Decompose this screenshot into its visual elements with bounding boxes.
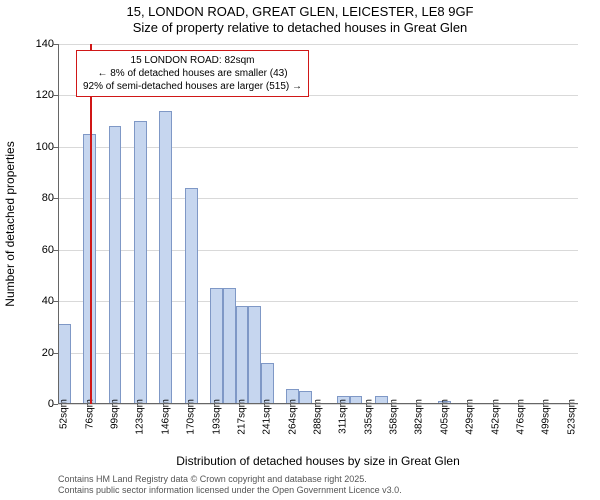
x-axis-title: Distribution of detached houses by size …	[58, 454, 578, 468]
y-axis-line	[58, 44, 59, 404]
y-tick-mark	[53, 404, 58, 405]
callout-line-2: ← 8% of detached houses are smaller (43)	[83, 67, 302, 80]
histogram-bar	[248, 306, 261, 404]
chart-subtitle: Size of property relative to detached ho…	[0, 20, 600, 36]
x-axis-line	[58, 403, 578, 404]
y-tick-label: 120	[24, 89, 54, 101]
histogram-bar	[159, 111, 172, 404]
x-tick-label: 170sqm	[186, 399, 197, 435]
x-tick-label: 358sqm	[389, 399, 400, 435]
histogram-bar	[134, 121, 147, 404]
callout-line-1: 15 LONDON ROAD: 82sqm	[83, 54, 302, 67]
histogram-bar	[58, 324, 71, 404]
x-tick-label: 123sqm	[135, 399, 146, 435]
footer-line-2: Contains public sector information licen…	[58, 485, 402, 496]
x-tick-label: 146sqm	[160, 399, 171, 435]
plot-area: 020406080100120140 52sqm76sqm99sqm123sqm…	[58, 44, 578, 404]
x-tick-label: 429sqm	[465, 399, 476, 435]
x-tick-label: 452sqm	[490, 399, 501, 435]
x-tick-label: 217sqm	[236, 399, 247, 435]
y-tick-label: 100	[24, 141, 54, 153]
marker-line	[90, 44, 92, 404]
histogram-bar	[223, 288, 236, 404]
gridline	[58, 44, 578, 45]
x-tick-label: 523sqm	[566, 399, 577, 435]
x-tick-label: 311sqm	[338, 399, 349, 434]
x-tick-label: 499sqm	[541, 399, 552, 435]
footer-attribution: Contains HM Land Registry data © Crown c…	[58, 474, 402, 497]
y-axis-title: Number of detached properties	[3, 141, 17, 306]
histogram-bar	[109, 126, 122, 404]
x-tick-label: 288sqm	[313, 399, 324, 435]
histogram-bar	[185, 188, 198, 404]
y-tick-label: 60	[24, 244, 54, 256]
y-tick-label: 0	[24, 398, 54, 410]
x-tick-label: 405sqm	[439, 399, 450, 435]
chart-title: 15, LONDON ROAD, GREAT GLEN, LEICESTER, …	[0, 0, 600, 20]
histogram-bar	[236, 306, 249, 404]
histogram-chart: 15, LONDON ROAD, GREAT GLEN, LEICESTER, …	[0, 0, 600, 500]
x-tick-label: 335sqm	[363, 399, 374, 435]
x-tick-label: 193sqm	[211, 399, 222, 435]
y-tick-label: 80	[24, 192, 54, 204]
x-tick-label: 382sqm	[414, 399, 425, 435]
x-tick-label: 264sqm	[287, 399, 298, 435]
x-tick-label: 241sqm	[262, 399, 273, 435]
y-tick-label: 140	[24, 38, 54, 50]
y-tick-label: 20	[24, 347, 54, 359]
y-tick-label: 40	[24, 295, 54, 307]
callout-box: 15 LONDON ROAD: 82sqm ← 8% of detached h…	[76, 50, 309, 97]
footer-line-1: Contains HM Land Registry data © Crown c…	[58, 474, 402, 485]
histogram-bar	[210, 288, 223, 404]
x-tick-label: 476sqm	[515, 399, 526, 435]
callout-line-3: 92% of semi-detached houses are larger (…	[83, 80, 302, 93]
histogram-bar	[261, 363, 274, 404]
